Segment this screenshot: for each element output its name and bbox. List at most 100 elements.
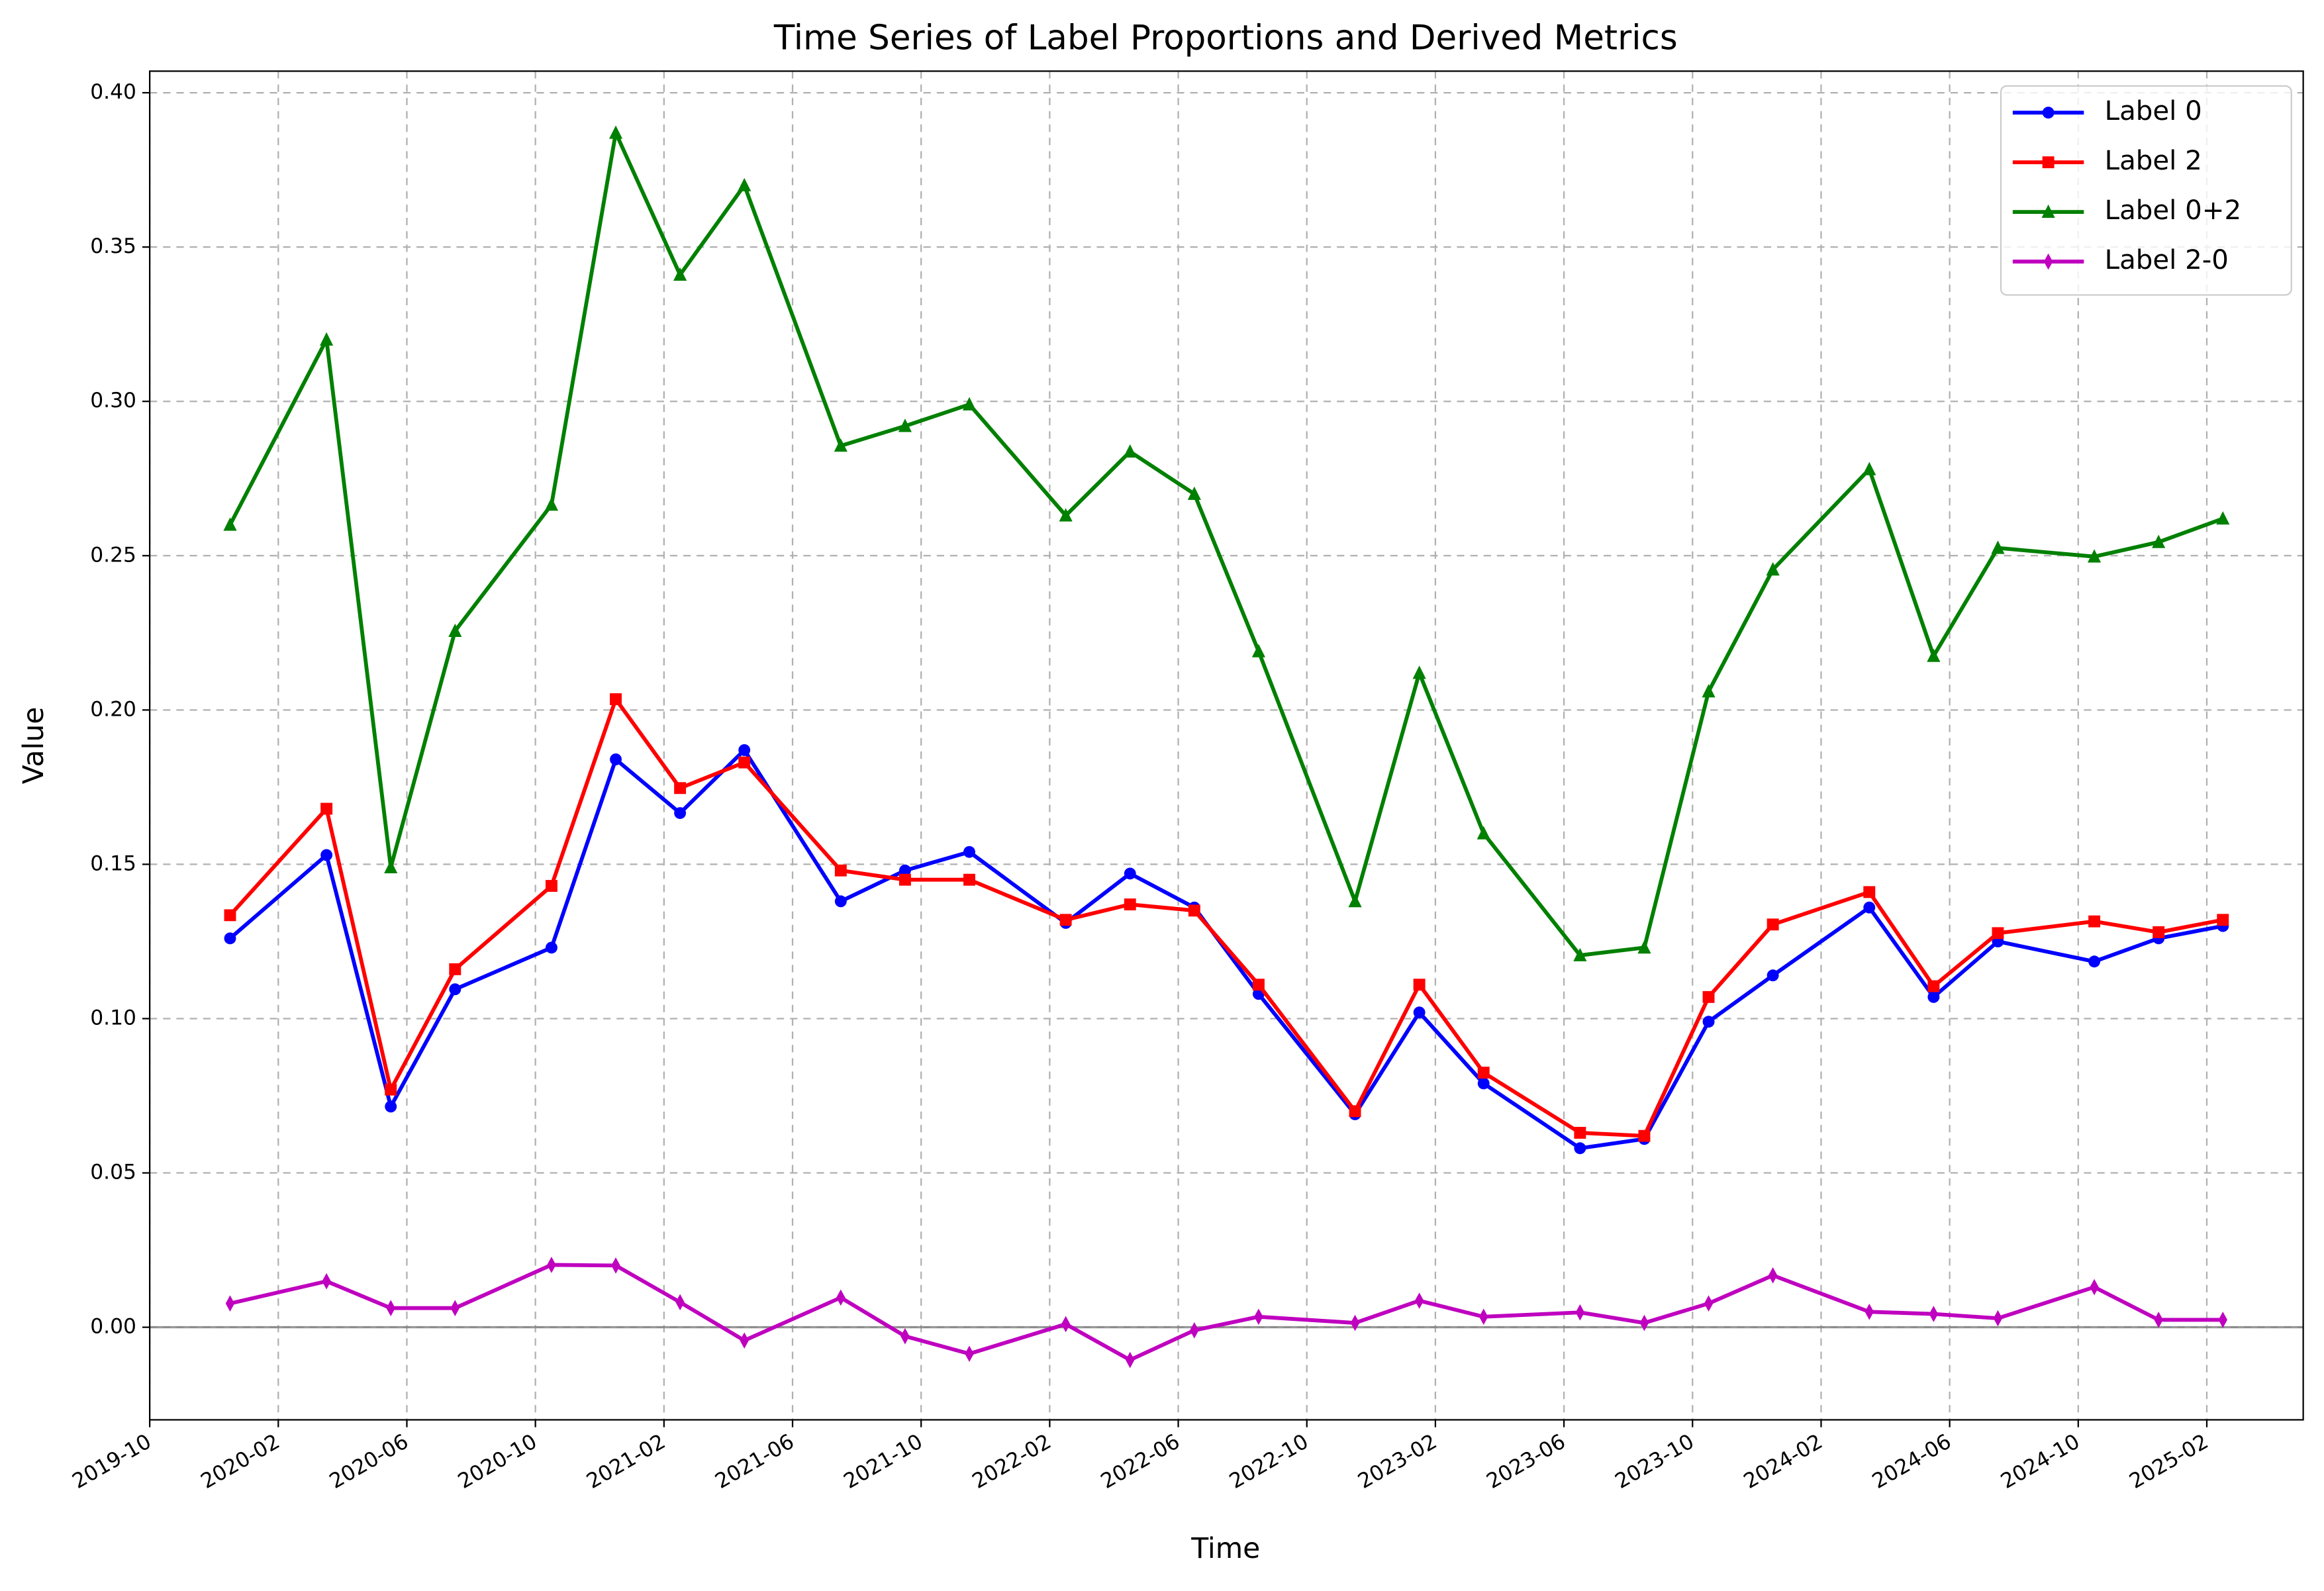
y-tick-label: 0.10 xyxy=(90,1006,136,1030)
point xyxy=(1413,979,1426,991)
point xyxy=(2090,1278,2099,1296)
point xyxy=(900,1327,910,1345)
point xyxy=(2217,914,2229,926)
point xyxy=(2154,1312,2163,1328)
point xyxy=(1863,886,1876,898)
point xyxy=(898,418,912,432)
y-tick-label: 0.00 xyxy=(90,1315,136,1339)
point xyxy=(1059,914,1072,926)
y-tick-label: 0.25 xyxy=(90,543,136,567)
point xyxy=(2153,926,2165,938)
point xyxy=(1768,1267,1778,1284)
y-tick-label: 0.35 xyxy=(90,234,136,258)
y-tick-label: 0.40 xyxy=(90,80,136,104)
point xyxy=(674,807,687,819)
point xyxy=(963,873,975,886)
legend-label: Label 0 xyxy=(2105,95,2202,126)
point xyxy=(673,267,687,281)
point xyxy=(1251,644,1265,657)
point xyxy=(544,497,559,511)
point xyxy=(962,397,977,410)
point xyxy=(2042,156,2055,169)
point xyxy=(1573,947,1587,961)
point xyxy=(610,753,622,765)
point xyxy=(1187,486,1201,501)
chart-title: Time Series of Label Proportions and Der… xyxy=(773,18,1678,58)
point xyxy=(1477,1077,1490,1090)
point xyxy=(1188,904,1200,917)
series-line xyxy=(229,1263,2223,1362)
point xyxy=(450,1300,460,1317)
point xyxy=(1863,901,1876,914)
point xyxy=(225,1295,235,1312)
point xyxy=(1124,867,1136,880)
point xyxy=(1929,1306,1939,1322)
point xyxy=(2152,534,2166,548)
point xyxy=(1348,894,1362,908)
point xyxy=(320,849,333,861)
point xyxy=(2041,204,2055,218)
point xyxy=(834,895,847,908)
point xyxy=(547,1257,556,1273)
point xyxy=(2088,955,2101,968)
point xyxy=(1254,1308,1263,1326)
point xyxy=(545,880,557,892)
point xyxy=(1637,940,1651,954)
point xyxy=(738,177,751,191)
point xyxy=(1252,979,1265,991)
point xyxy=(834,438,847,452)
point xyxy=(449,983,461,996)
legend-label: Label 2 xyxy=(2105,145,2202,176)
point xyxy=(674,782,687,795)
point xyxy=(448,623,462,637)
point xyxy=(1863,461,1876,475)
point xyxy=(385,1083,397,1096)
point xyxy=(1991,540,2005,554)
point xyxy=(320,802,333,815)
point xyxy=(1574,1126,1586,1139)
point xyxy=(1927,648,1941,662)
point xyxy=(1638,1130,1651,1142)
y-axis-label: Value xyxy=(18,707,50,785)
point xyxy=(2088,915,2101,928)
legend-label: Label 0+2 xyxy=(2105,195,2241,226)
point xyxy=(545,941,557,954)
series-line xyxy=(228,697,2223,1138)
point xyxy=(384,859,398,874)
point xyxy=(738,756,751,769)
series-line xyxy=(228,748,2223,1151)
point xyxy=(223,517,237,531)
point xyxy=(1574,1142,1586,1155)
x-axis-label: Time xyxy=(1190,1533,1260,1565)
point xyxy=(611,1257,620,1274)
point xyxy=(1704,1295,1714,1312)
point xyxy=(1702,684,1716,698)
point xyxy=(449,963,461,975)
point xyxy=(1413,1006,1426,1019)
y-tick-label: 0.30 xyxy=(90,389,136,412)
point xyxy=(2216,511,2230,525)
point xyxy=(1124,898,1136,910)
point xyxy=(2218,1312,2227,1328)
point xyxy=(1059,508,1073,522)
point xyxy=(1766,562,1780,576)
point xyxy=(1767,918,1779,931)
point xyxy=(1992,927,2004,940)
point xyxy=(1927,990,1940,1003)
point xyxy=(610,693,622,705)
point xyxy=(1061,1316,1071,1333)
point xyxy=(1767,969,1779,982)
point xyxy=(320,332,334,346)
point xyxy=(224,932,236,945)
point xyxy=(1927,980,1940,992)
point xyxy=(224,909,236,922)
point xyxy=(386,1300,395,1317)
y-tick-label: 0.20 xyxy=(90,697,136,721)
point xyxy=(1349,1105,1361,1118)
point xyxy=(1477,1067,1490,1079)
y-tick-label: 0.15 xyxy=(90,851,136,875)
point xyxy=(2042,107,2055,119)
